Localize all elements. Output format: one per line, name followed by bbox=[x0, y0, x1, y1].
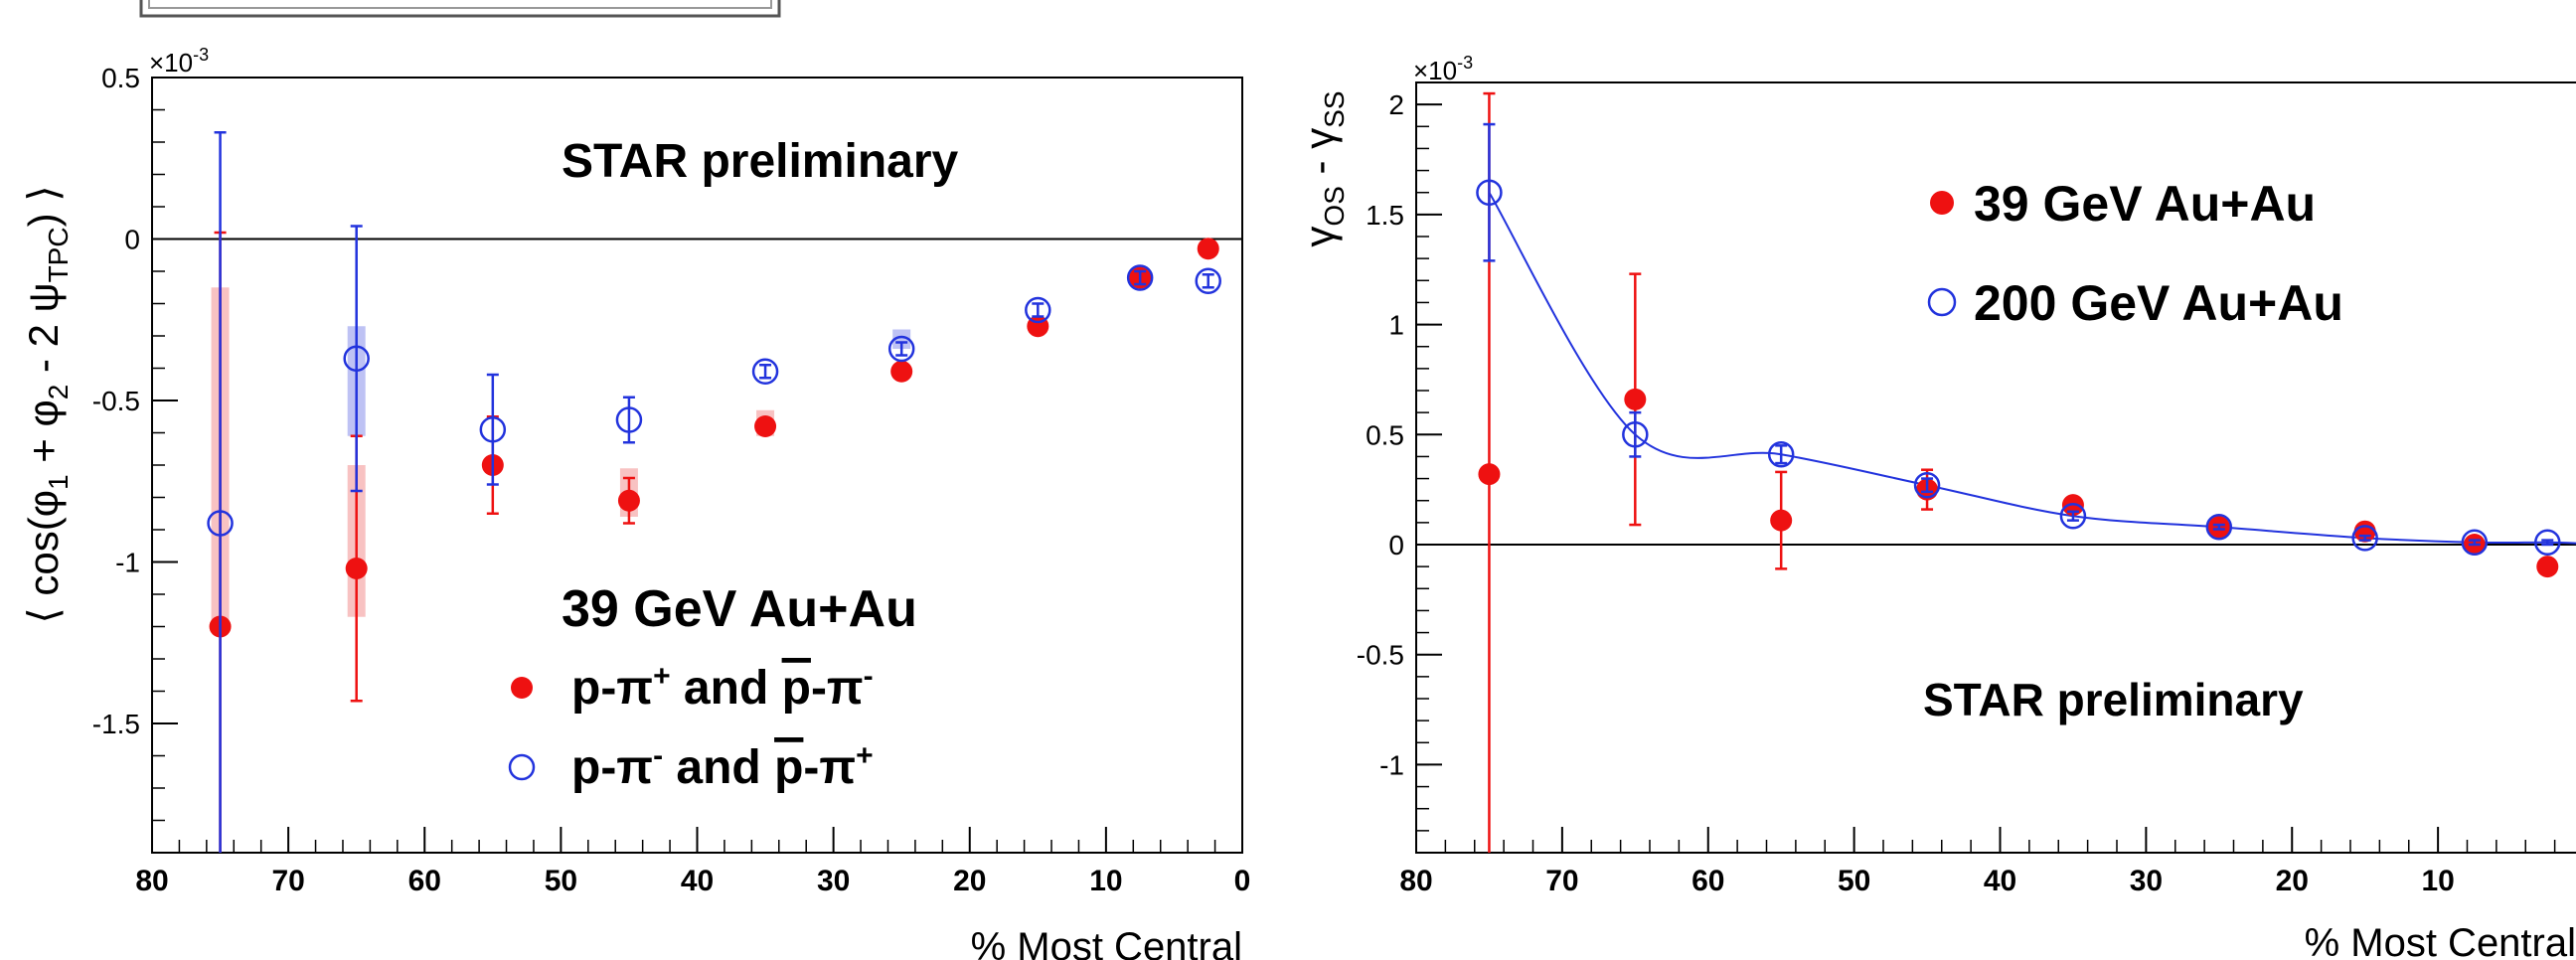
left-x-tick-label: 80 bbox=[135, 865, 168, 897]
right-exponent-power: -3 bbox=[1457, 53, 1473, 73]
right-y-tick-label: -1 bbox=[1379, 749, 1404, 780]
left-exponent-base: ×10 bbox=[149, 48, 193, 78]
right-x-tick-label: 50 bbox=[1838, 865, 1870, 897]
right-exponent-base: ×10 bbox=[1413, 56, 1457, 85]
right-series-0-point bbox=[2536, 556, 2559, 578]
left-series-1-sys-box bbox=[892, 329, 911, 349]
left-y-axis-label: ⟨ cos(φ1 + φ2 - 2 ψTPC) ⟩ bbox=[20, 185, 74, 623]
left-series-0-point bbox=[1197, 238, 1219, 260]
right-y-tick-label: -0.5 bbox=[1357, 640, 1404, 671]
left-series-1-point bbox=[1195, 267, 1221, 294]
left-series-1-point bbox=[479, 416, 507, 443]
right-series-0-point bbox=[1478, 463, 1501, 486]
left-y-tick-label: -0.5 bbox=[92, 386, 140, 416]
left-exponent-power: -3 bbox=[193, 45, 209, 65]
right-x-tick-label: 20 bbox=[2276, 865, 2309, 897]
right-legend-label-39: 39 GeV Au+Au bbox=[1974, 176, 2316, 232]
right-series-0-point bbox=[1770, 509, 1793, 532]
right-x-tick-label: 60 bbox=[1691, 865, 1724, 897]
right-y-axis-label: γOS - γSS bbox=[1296, 90, 1350, 246]
right-series-1-point bbox=[1913, 471, 1941, 499]
left-series-1-point bbox=[207, 510, 234, 537]
right-annotation: STAR preliminary bbox=[1923, 674, 2304, 725]
right-x-tick-label: 30 bbox=[2130, 865, 2163, 897]
left-chart-panel: ×10-3 ⟨ cos(φ1 + φ2 - 2 ψTPC) ⟩ % Most C… bbox=[20, 45, 1250, 960]
right-series-1-point bbox=[2461, 529, 2489, 557]
left-x-tick-label: 20 bbox=[953, 865, 986, 897]
left-series-1-point bbox=[343, 345, 370, 372]
right-x-tick-label: 40 bbox=[1984, 865, 2016, 897]
left-series-1-point bbox=[1025, 296, 1051, 324]
left-legend-marker-filled bbox=[511, 677, 533, 699]
left-exponent-label: ×10-3 bbox=[149, 45, 209, 78]
right-series-1-point bbox=[2205, 514, 2233, 541]
left-x-tick-label: 30 bbox=[817, 865, 850, 897]
top-frame-fragment bbox=[139, 0, 781, 18]
left-y-tick-label: -1.5 bbox=[92, 709, 140, 739]
right-series-1-point bbox=[1476, 179, 1503, 206]
left-y-tick-label: 0.5 bbox=[101, 63, 140, 93]
left-x-tick-label: 10 bbox=[1089, 865, 1122, 897]
left-annotation: STAR preliminary bbox=[562, 135, 959, 188]
right-y-tick-label: 0 bbox=[1388, 530, 1404, 560]
left-legend-label-pos: p-π+ and p-π- bbox=[571, 660, 874, 715]
right-x-tick-label: 10 bbox=[2421, 865, 2454, 897]
right-legend-marker-filled bbox=[1930, 191, 1954, 215]
left-x-tick-label: 50 bbox=[545, 865, 577, 897]
left-series-0-point bbox=[617, 489, 640, 512]
left-y-tick-label: 0 bbox=[124, 225, 140, 255]
right-series-0-point bbox=[1624, 388, 1647, 410]
right-legend: 39 GeV Au+Au 200 GeV Au+Au bbox=[1927, 176, 2343, 331]
right-chart-panel: ×10-3 γOS - γSS % Most Central STAR prel… bbox=[1296, 53, 2576, 960]
left-legend-marker-open bbox=[508, 753, 536, 781]
left-series-0-point bbox=[890, 360, 913, 383]
left-series-1-point bbox=[615, 406, 643, 433]
right-y-tick-label: 0.5 bbox=[1366, 419, 1404, 450]
right-fit-curve bbox=[1488, 192, 2576, 545]
right-x-tick-label: 80 bbox=[1399, 865, 1432, 897]
left-x-tick-label: 0 bbox=[1234, 865, 1251, 897]
right-y-tick-label: 1.5 bbox=[1366, 200, 1404, 231]
right-x-axis-label: % Most Central bbox=[2305, 921, 2576, 960]
left-legend-label-neg: p-π- and p-π+ bbox=[571, 739, 874, 794]
left-plot-frame bbox=[151, 77, 1243, 854]
left-series-1-point bbox=[887, 335, 915, 363]
right-y-tick-label: 2 bbox=[1388, 89, 1404, 120]
right-series-1-point bbox=[1767, 440, 1795, 468]
left-legend-title: 39 GeV Au+Au bbox=[562, 580, 917, 638]
right-series-1-point bbox=[1622, 421, 1649, 448]
left-legend: 39 GeV Au+Au p-π+ and p-π- p-π- and p-π+ bbox=[508, 580, 917, 794]
right-exponent-label: ×10-3 bbox=[1413, 53, 1473, 85]
right-series-1-point bbox=[2534, 529, 2561, 557]
right-y-tick-label: 1 bbox=[1388, 310, 1404, 341]
left-x-tick-label: 60 bbox=[408, 865, 441, 897]
right-legend-label-200: 200 GeV Au+Au bbox=[1974, 275, 2343, 331]
left-series-0-point bbox=[345, 558, 368, 579]
right-series-1-point bbox=[2351, 525, 2378, 552]
left-x-axis-label: % Most Central bbox=[971, 925, 1242, 960]
left-series-1-point bbox=[751, 358, 779, 385]
left-series-0-point bbox=[754, 415, 777, 437]
left-series-1-point bbox=[1126, 264, 1154, 291]
left-x-tick-label: 70 bbox=[271, 865, 304, 897]
right-series-1-point bbox=[2059, 502, 2087, 530]
right-x-tick-label: 70 bbox=[1545, 865, 1578, 897]
right-legend-marker-open bbox=[1927, 287, 1957, 317]
left-x-tick-label: 40 bbox=[681, 865, 714, 897]
left-y-tick-label: -1 bbox=[115, 548, 140, 578]
